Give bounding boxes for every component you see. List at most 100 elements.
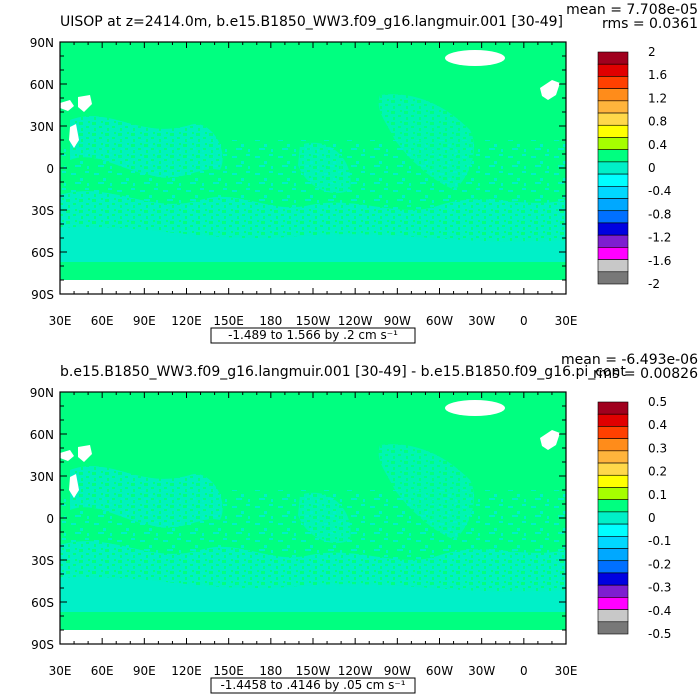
colorbar-swatch: [597, 413, 629, 427]
colorbar-swatch: [597, 499, 629, 513]
colorbar-label: -0.3: [648, 581, 671, 595]
x-tick-label: 150E: [213, 314, 244, 328]
colorbar-label: 0: [648, 511, 656, 525]
y-tick-label: 90N: [30, 386, 54, 400]
colorbar-swatch: [597, 161, 629, 175]
colorbar-label: 1.2: [648, 91, 667, 105]
colorbar-label: -2: [648, 277, 660, 291]
colorbar-swatch: [597, 222, 629, 236]
x-tick-label: 120W: [338, 664, 373, 678]
x-tick-label: 30W: [468, 314, 495, 328]
colorbar-swatch: [597, 124, 629, 138]
colorbar-label: 0.4: [648, 138, 667, 152]
colorbar-label: 2: [648, 45, 656, 59]
y-tick-label: 30S: [31, 554, 54, 568]
colorbar-swatch: [597, 173, 629, 187]
contour-range-box: [210, 327, 416, 344]
colorbar-swatch: [597, 450, 629, 464]
colorbar-swatch: [597, 198, 629, 212]
colorbar-label: -0.4: [648, 604, 671, 618]
colorbar-swatch: [597, 51, 629, 65]
colorbar-label: -0.8: [648, 207, 671, 221]
x-tick-label: 90E: [133, 314, 156, 328]
colorbar-swatch: [597, 609, 629, 623]
y-tick-label: 60N: [30, 428, 54, 442]
x-tick-label: 150W: [296, 664, 331, 678]
rms-stat: rms = 0.0361: [602, 16, 698, 32]
colorbar-swatch: [597, 487, 629, 500]
contour-range-label: -1.4458 to .4146 by .05 cm s⁻¹: [220, 678, 405, 692]
x-tick-label: 150E: [213, 664, 244, 678]
y-tick-label: 60S: [31, 596, 54, 610]
colorbar-label: -0.1: [648, 534, 671, 548]
x-tick-label: 150W: [296, 314, 331, 328]
colorbar-swatch: [597, 438, 629, 452]
colorbar-swatch: [597, 247, 629, 260]
colorbar-swatch: [597, 210, 629, 224]
mean-stat: mean = 7.708e-05: [566, 2, 698, 18]
colorbar-swatch: [597, 462, 629, 476]
colorbar-label: -0.5: [648, 627, 671, 641]
colorbar-swatch: [597, 401, 629, 415]
colorbar-swatch: [597, 186, 629, 199]
colorbar-swatch: [597, 88, 629, 102]
mean-stat: mean = -6.493e-06: [561, 352, 698, 368]
contour-field: [60, 42, 566, 294]
x-tick-label: 180: [259, 314, 282, 328]
x-tick-label: 0: [520, 314, 528, 328]
colorbar-label: 0.4: [648, 418, 667, 432]
colorbar-label: 0.2: [648, 465, 667, 479]
y-tick-label: 90S: [31, 638, 54, 652]
colorbar-swatch: [597, 149, 629, 163]
x-tick-label: 30W: [468, 664, 495, 678]
y-tick-label: 60S: [31, 246, 54, 260]
contour-range-label: -1.489 to 1.566 by .2 cm s⁻¹: [228, 328, 398, 342]
contour-field: [60, 392, 566, 644]
colorbar-swatch: [597, 426, 629, 439]
colorbar-swatch: [597, 76, 629, 89]
colorbar-swatch: [597, 112, 629, 126]
colorbar-label: -0.4: [648, 184, 671, 198]
colorbar-label: 1.6: [648, 68, 667, 82]
colorbar-swatch: [597, 523, 629, 537]
x-tick-label: 30E: [555, 664, 578, 678]
colorbar-swatch: [597, 271, 629, 285]
colorbar-swatch: [597, 137, 629, 150]
colorbar-label: 0.1: [648, 488, 667, 502]
x-tick-label: 180: [259, 664, 282, 678]
x-tick-label: 90W: [384, 314, 411, 328]
colorbar-swatch: [597, 63, 629, 77]
colorbar-swatch: [597, 572, 629, 586]
colorbar-label: 0.8: [648, 115, 667, 129]
x-tick-label: 60E: [91, 664, 114, 678]
x-tick-label: 90W: [384, 664, 411, 678]
x-tick-label: 0: [520, 664, 528, 678]
y-tick-label: 0: [46, 162, 54, 176]
colorbar-swatch: [597, 511, 629, 525]
y-tick-label: 0: [46, 512, 54, 526]
panel-title: UISOP at z=2414.0m, b.e15.B1850_WW3.f09_…: [60, 14, 563, 30]
x-tick-label: 120E: [171, 314, 202, 328]
colorbar-label: 0: [648, 161, 656, 175]
y-tick-label: 60N: [30, 78, 54, 92]
colorbar-label: -1.2: [648, 231, 671, 245]
y-tick-label: 90N: [30, 36, 54, 50]
x-tick-label: 60W: [426, 314, 453, 328]
panel-title: b.e15.B1850_WW3.f09_g16.langmuir.001 [30…: [60, 364, 626, 380]
x-tick-label: 30E: [555, 314, 578, 328]
colorbar-swatch: [597, 584, 629, 598]
y-tick-label: 30N: [30, 120, 54, 134]
rms-stat: rms = 0.00826: [593, 366, 698, 382]
colorbar-swatch: [597, 100, 629, 114]
colorbar-label: -0.2: [648, 557, 671, 571]
x-tick-label: 60E: [91, 314, 114, 328]
map-panel-1: UISOP at z=2414.0m, b.e15.B1850_WW3.f09_…: [30, 2, 698, 344]
colorbar-swatch: [597, 474, 629, 488]
colorbar-label: 0.5: [648, 395, 667, 409]
colorbar-swatch: [597, 548, 629, 562]
x-tick-label: 120W: [338, 314, 373, 328]
x-tick-label: 90E: [133, 664, 156, 678]
x-tick-label: 30E: [49, 314, 72, 328]
contour-range-box: [210, 677, 416, 694]
